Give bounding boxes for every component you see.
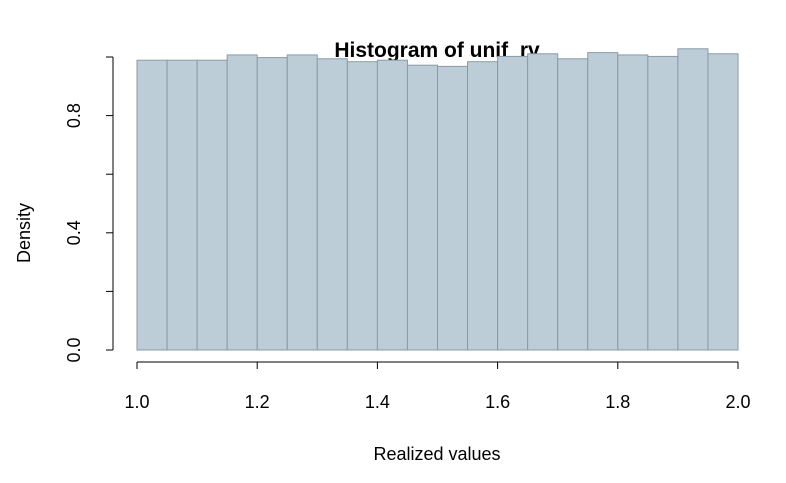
y-tick-label: 0.4: [64, 220, 84, 245]
histogram-bar: [527, 53, 559, 351]
bars-group: [136, 48, 739, 351]
histogram-bar: [166, 59, 198, 351]
x-tick-label: 1.2: [245, 392, 270, 412]
x-tick-label: 2.0: [725, 392, 750, 412]
histogram-bar: [286, 54, 318, 351]
histogram-bar: [226, 54, 258, 351]
histogram-bar: [316, 58, 348, 351]
x-tick-label: 1.0: [124, 392, 149, 412]
x-axis: 1.0 1.2 1.4 1.6 1.8 2.0: [124, 361, 751, 412]
histogram-bar: [437, 65, 469, 351]
histogram-bar: [376, 59, 408, 351]
histogram-bar: [196, 59, 228, 351]
histogram-bar: [136, 59, 168, 351]
histogram-bar: [617, 54, 649, 351]
histogram-bar: [587, 52, 619, 351]
histogram-bar: [467, 61, 499, 351]
y-axis-label: Density: [14, 203, 34, 263]
chart-title: Histogram of unif_rv: [334, 39, 540, 62]
x-axis-label: Realized values: [373, 444, 500, 464]
histogram-bar: [497, 55, 529, 351]
histogram-bar: [677, 48, 709, 351]
histogram-bar: [256, 57, 288, 351]
y-axis: 0.0 0.4 0.8: [64, 56, 114, 363]
histogram-bar: [557, 58, 589, 351]
histogram-bar: [647, 55, 679, 351]
x-tick-label: 1.6: [485, 392, 510, 412]
histogram-bar: [707, 53, 739, 351]
x-tick-label: 1.8: [605, 392, 630, 412]
y-tick-label: 0.8: [64, 103, 84, 128]
histogram-bar: [346, 61, 378, 351]
y-tick-label: 0.0: [64, 337, 84, 362]
x-tick-label: 1.4: [365, 392, 390, 412]
histogram-bar: [406, 64, 439, 351]
